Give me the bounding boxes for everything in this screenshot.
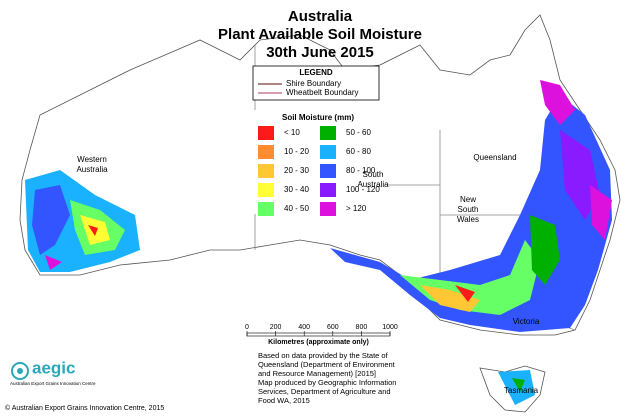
title-line: Plant Available Soil Moisture (218, 26, 422, 43)
source-line: Services, Department of Agriculture and (258, 387, 391, 396)
source-note: Based on data provided by the State ofQu… (258, 351, 396, 405)
state-labels: WesternAustraliaSouthAustraliaQueensland… (76, 153, 539, 395)
legend-heading: LEGEND (299, 68, 333, 77)
state-label: Queensland (473, 153, 516, 162)
scale-tick-label: 1000 (382, 324, 398, 331)
title-line: Australia (288, 8, 353, 25)
legend-swatch (320, 164, 336, 178)
scale-tick-label: 400 (298, 324, 310, 331)
legend-swatch (320, 145, 336, 159)
logo-name: aegic (32, 358, 75, 377)
state-label: Australia (76, 165, 108, 174)
state-label: Victoria (513, 317, 540, 326)
legend-swatch (258, 202, 274, 216)
legend-label: 40 - 50 (284, 204, 309, 213)
legend-swatch (258, 145, 274, 159)
legend-swatch (258, 164, 274, 178)
state-label: Tasmania (504, 386, 539, 395)
state-label: Wales (457, 215, 479, 224)
legend-swatch (258, 126, 274, 140)
legend-label: 80 - 100 (346, 166, 376, 175)
boundary-label: Wheatbelt Boundary (286, 88, 359, 97)
legend-scale-title: Soil Moisture (mm) (282, 113, 354, 122)
state-label: South (458, 205, 479, 214)
scale-tick-label: 600 (327, 324, 339, 331)
state-label: New (460, 195, 476, 204)
legend-box (252, 65, 380, 101)
scale-bar-body (246, 332, 391, 337)
legend-label: 100 - 120 (346, 185, 380, 194)
source-line: Queensland (Department of Environment (258, 360, 396, 369)
legend-swatch (320, 202, 336, 216)
legend-label: 30 - 40 (284, 185, 309, 194)
source-line: Food WA, 2015 (258, 396, 310, 405)
source-line: Based on data provided by the State of (258, 351, 389, 360)
scale-tick-label: 0 (245, 324, 249, 331)
logo-icon-dot (17, 368, 23, 374)
scale-label: Kilometres (approximate only) (268, 339, 369, 346)
boundary-label: Shire Boundary (286, 79, 341, 88)
legend-label: 50 - 60 (346, 128, 371, 137)
scale-bar: 0 200 400 600 800 1000 Kilometres (approximate… (245, 324, 398, 346)
state-label: Western (77, 155, 107, 164)
legend-swatch (320, 183, 336, 197)
soil-moisture-wa (25, 170, 140, 272)
source-line: and Resource Management) [2015] (258, 369, 376, 378)
scale-tick-label: 800 (356, 324, 368, 331)
legend-label: > 120 (346, 204, 367, 213)
state-label: South (363, 170, 384, 179)
logo-icon (11, 362, 29, 380)
legend-panel (252, 110, 388, 214)
legend-label: < 10 (284, 128, 300, 137)
source-line: Map produced by Geographic Information (258, 378, 396, 387)
legend-label: 10 - 20 (284, 147, 309, 156)
logo-tagline: Australian Export Grains Innovation Cent… (10, 381, 96, 386)
title-line: 30th June 2015 (266, 44, 374, 61)
legend-label: 20 - 30 (284, 166, 309, 175)
legend-label: 60 - 80 (346, 147, 371, 156)
legend-swatch (320, 126, 336, 140)
soil-moisture-east (330, 80, 612, 405)
scale-tick-label: 200 (270, 324, 282, 331)
copyright: © Australian Export Grains Innovation Ce… (5, 404, 164, 412)
state-label: Australia (357, 180, 389, 189)
legend-swatch (258, 183, 274, 197)
